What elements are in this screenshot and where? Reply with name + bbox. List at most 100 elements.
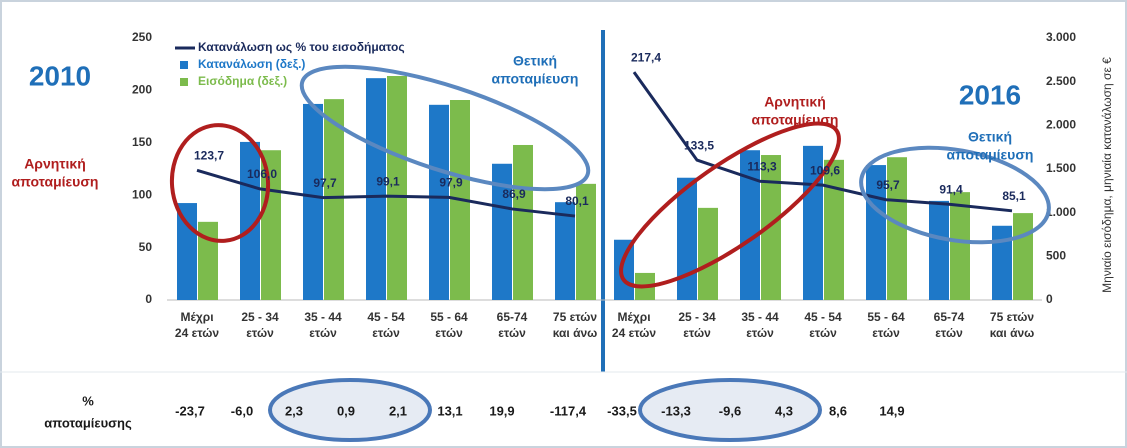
data-label: 85,1 xyxy=(1002,189,1026,203)
savings-title: αποταμίευσης xyxy=(44,415,132,430)
year-label: 2016 xyxy=(959,79,1021,110)
y-tick-label: 100 xyxy=(132,187,152,201)
bar xyxy=(261,150,281,300)
legend-swatch xyxy=(180,61,188,69)
savings-value: 14,9 xyxy=(879,403,904,418)
bar xyxy=(1013,213,1033,300)
x-tick-label: 25 - 34 xyxy=(678,310,716,324)
legend-swatch xyxy=(180,78,188,86)
bar xyxy=(366,78,386,300)
bar xyxy=(303,103,323,300)
x-tick-label: 45 - 54 xyxy=(367,310,405,324)
highlight-ellipse xyxy=(638,378,822,442)
bar xyxy=(761,155,781,300)
y-tick-label: 50 xyxy=(139,240,153,254)
highlight-ellipse xyxy=(268,378,432,442)
marks-layer xyxy=(177,71,1033,301)
y-tick-label: 150 xyxy=(132,135,152,149)
x-tick-label: ετών xyxy=(935,326,963,340)
annotation: Αρνητική xyxy=(24,156,86,172)
annotation: αποταμίευση xyxy=(12,174,99,190)
x-tick-label: και άνω xyxy=(553,326,598,340)
data-label: 133,5 xyxy=(684,138,714,152)
x-tick-label: ετών xyxy=(309,326,337,340)
y2-tick-label: 2.500 xyxy=(1046,74,1076,88)
x-tick-label: Μέχρι xyxy=(617,310,650,324)
legend-label: Εισόδημα (δεξ.) xyxy=(198,74,287,88)
x-tick-label: ετών xyxy=(872,326,900,340)
x-tick-label: ετών xyxy=(746,326,774,340)
y2-tick-label: 3.000 xyxy=(1046,30,1076,44)
year-label: 2010 xyxy=(29,60,91,91)
savings-value: 2,3 xyxy=(285,403,303,418)
savings-value: -9,6 xyxy=(719,403,741,418)
savings-value: 0,9 xyxy=(337,403,355,418)
bar xyxy=(492,163,512,300)
data-label: 99,1 xyxy=(376,174,400,188)
annotation: αποταμίευση xyxy=(492,71,579,87)
x-tick-label: 75 ετών xyxy=(990,310,1035,324)
bar xyxy=(698,207,718,300)
savings-value: 8,6 xyxy=(829,403,847,418)
line xyxy=(196,168,576,218)
x-tick-label: ετών xyxy=(809,326,837,340)
data-label: 97,9 xyxy=(439,176,463,190)
data-label: 97,7 xyxy=(313,176,337,190)
x-tick-label: 65-74 xyxy=(934,310,965,324)
y-tick-label: 200 xyxy=(132,83,152,97)
annotation: Θετική xyxy=(513,53,557,69)
savings-value: -23,7 xyxy=(175,403,205,418)
savings-title: % xyxy=(82,393,94,408)
savings-value: -6,0 xyxy=(231,403,253,418)
y2-tick-label: 500 xyxy=(1046,249,1066,263)
bar xyxy=(887,157,907,300)
x-tick-label: και άνω xyxy=(990,326,1035,340)
x-tick-label: ετών xyxy=(246,326,274,340)
bar xyxy=(240,141,260,300)
savings-value: 4,3 xyxy=(775,403,793,418)
data-label: 113,3 xyxy=(747,159,777,173)
x-tick-label: ετών xyxy=(498,326,526,340)
savings-value: 2,1 xyxy=(389,403,407,418)
data-label: 86,9 xyxy=(502,187,526,201)
bar xyxy=(992,225,1012,300)
data-label: 95,7 xyxy=(876,178,900,192)
y2-tick-label: 1.500 xyxy=(1046,161,1076,175)
bar xyxy=(824,159,844,300)
line xyxy=(632,71,1013,213)
annotation: αποταμίευση xyxy=(752,112,839,128)
bar xyxy=(950,192,970,300)
legend-label: Κατανάλωση (δεξ.) xyxy=(198,57,305,71)
x-tick-label: 35 - 44 xyxy=(741,310,779,324)
y2-tick-label: 0 xyxy=(1046,292,1053,306)
hand-ellipse xyxy=(619,121,841,289)
x-tick-label: 75 ετών xyxy=(553,310,598,324)
bar xyxy=(740,150,760,300)
plots: 2010 0 50 100 150 200 250 Μέχρι 24 ετών 25 - 34 ετ… xyxy=(29,30,1114,340)
bar xyxy=(555,202,575,300)
bar xyxy=(513,144,533,300)
hand-ellipse xyxy=(169,123,271,243)
hand-ellipse xyxy=(859,145,1051,245)
y2-tick-label: 2.000 xyxy=(1046,118,1076,132)
data-label: 91,4 xyxy=(939,182,963,196)
bar xyxy=(387,75,407,301)
y2-axis-label: Μηνιαίο εισόδημα, μηνιαία κατανάλωση σε … xyxy=(1100,57,1114,293)
savings-value: -117,4 xyxy=(550,403,587,418)
x-tick-label: 45 - 54 xyxy=(804,310,842,324)
data-label: 217,4 xyxy=(631,50,661,64)
x-tick-label: Μέχρι xyxy=(180,310,213,324)
overlay: % αποταμίευσης 123,7 106,0 97,7 99,1 97,9 86,9 8… xyxy=(12,40,1051,430)
x-tick-label: 24 ετών xyxy=(612,326,657,340)
x-tick-label: 25 - 34 xyxy=(241,310,279,324)
x-tick-label: 24 ετών xyxy=(175,326,220,340)
x-tick-label: ετών xyxy=(683,326,711,340)
savings-value: 13,1 xyxy=(437,403,462,418)
data-label: 80,1 xyxy=(565,194,589,208)
savings-value: -33,5 xyxy=(607,403,637,418)
savings-value: -13,3 xyxy=(661,403,691,418)
data-label: 106,0 xyxy=(247,167,277,181)
y-tick-label: 0 xyxy=(145,292,152,306)
data-label: 109,6 xyxy=(810,163,840,177)
